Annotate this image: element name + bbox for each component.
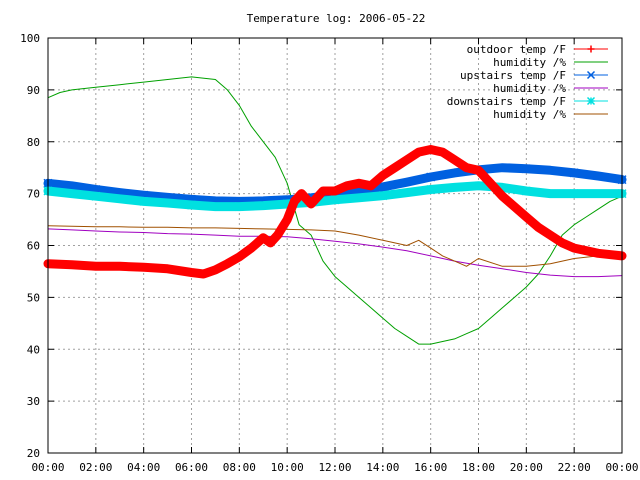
legend-label: humidity /% — [493, 108, 566, 121]
data-point-marker — [187, 268, 196, 277]
x-tick-label: 22:00 — [558, 461, 591, 474]
x-tick-label: 12:00 — [318, 461, 351, 474]
legend-label: outdoor temp /F — [467, 43, 566, 56]
data-point-marker — [330, 195, 340, 205]
series-line-5 — [47, 225, 623, 267]
data-point-marker — [91, 262, 100, 271]
x-tick-label: 08:00 — [223, 461, 256, 474]
x-tick-label: 10:00 — [271, 461, 304, 474]
data-point-marker — [587, 45, 595, 53]
data-point-marker — [390, 163, 399, 172]
data-point-marker — [462, 163, 471, 172]
data-point-marker — [211, 265, 220, 274]
y-tick-label: 50 — [27, 291, 40, 304]
series-lines — [43, 76, 627, 345]
legend-label: upstairs temp /F — [460, 69, 566, 82]
y-tick-label: 80 — [27, 136, 40, 149]
y-tick-label: 20 — [27, 447, 40, 460]
data-point-marker — [378, 191, 388, 201]
y-tick-label: 60 — [27, 240, 40, 253]
data-point-marker — [521, 186, 531, 196]
data-point-marker — [569, 189, 579, 199]
x-tick-label: 04:00 — [127, 461, 160, 474]
data-point-marker — [378, 182, 388, 192]
data-point-marker — [234, 202, 244, 212]
data-point-marker — [259, 233, 268, 242]
x-tick-label: 02:00 — [79, 461, 112, 474]
data-point-marker — [510, 202, 519, 211]
x-tick-label: 00:00 — [31, 461, 64, 474]
x-tick-label: 18:00 — [462, 461, 495, 474]
x-tick-label: 20:00 — [510, 461, 543, 474]
chart-title: Temperature log: 2006-05-22 — [247, 12, 426, 25]
data-point-marker — [319, 187, 328, 196]
axis-ticks: 20 30 40 50 60 70 80 90 100 00:00 02:00 04:00 06:00 0… — [20, 32, 638, 474]
data-point-marker — [473, 181, 484, 191]
legend-label: humidity /% — [493, 82, 566, 95]
y-tick-label: 30 — [27, 395, 40, 408]
series-line-3 — [47, 228, 623, 278]
y-tick-label: 100 — [20, 32, 40, 45]
data-point-marker — [521, 164, 531, 174]
x-tick-label: 14:00 — [366, 461, 399, 474]
y-tick-label: 90 — [27, 84, 40, 97]
data-point-marker — [569, 168, 579, 178]
legend-label: humidity /% — [493, 56, 566, 69]
x-tick-label: 06:00 — [175, 461, 208, 474]
x-tick-label: 16:00 — [414, 461, 447, 474]
data-point-marker — [414, 148, 423, 157]
legend-label: downstairs temp /F — [447, 95, 566, 108]
data-point-marker — [235, 252, 244, 261]
data-point-marker — [283, 215, 292, 224]
data-point-marker — [91, 191, 101, 201]
data-point-marker — [426, 184, 436, 195]
data-point-marker — [139, 263, 148, 272]
data-point-marker — [186, 200, 197, 210]
y-tick-label: 40 — [27, 343, 40, 356]
y-tick-label: 70 — [27, 188, 40, 201]
data-point-marker — [273, 231, 282, 240]
data-point-marker — [366, 181, 375, 190]
data-point-marker — [426, 172, 436, 182]
data-point-marker — [534, 223, 543, 232]
data-point-marker — [558, 238, 567, 247]
plot-frame — [47, 37, 623, 454]
data-point-marker — [586, 70, 596, 80]
data-point-marker — [486, 179, 495, 188]
data-point-marker — [586, 96, 596, 106]
data-point-marker — [139, 196, 149, 206]
data-point-marker — [297, 189, 306, 198]
data-point-marker — [438, 148, 447, 157]
x-tick-label: 00:00 — [605, 461, 638, 474]
data-point-marker — [342, 181, 351, 190]
data-point-marker — [582, 246, 591, 255]
